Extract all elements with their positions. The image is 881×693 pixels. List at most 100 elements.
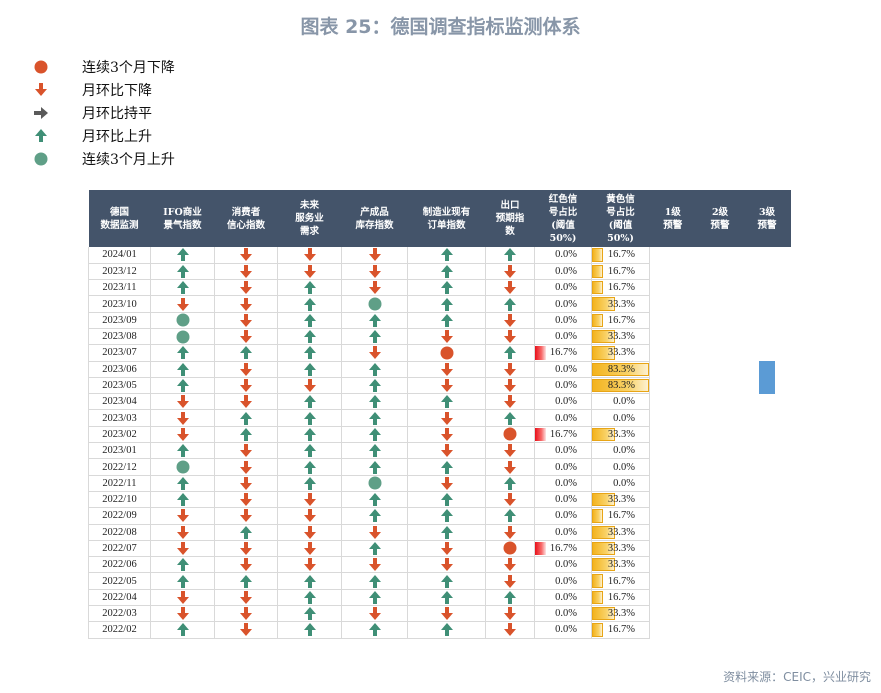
up-arrow-icon xyxy=(504,590,516,604)
signal-cell xyxy=(214,279,278,297)
warning-cell xyxy=(650,491,697,507)
signal-cell xyxy=(150,344,215,362)
signal-cell xyxy=(150,621,215,639)
warning-cell xyxy=(697,589,744,605)
warning-cell xyxy=(744,459,791,475)
down-arrow-icon xyxy=(303,248,316,262)
up-arrow-icon xyxy=(30,126,52,146)
signal-cell xyxy=(485,328,535,346)
down-arrow-icon xyxy=(176,297,189,311)
yellow-signal-share: 16.7% xyxy=(591,507,650,525)
down-arrow-icon xyxy=(176,395,189,409)
signal-cell xyxy=(407,458,486,476)
warning-cell xyxy=(650,459,697,475)
table-row: 2022/02 0.0% 16.7% xyxy=(88,621,791,639)
yellow-share-bar xyxy=(592,427,615,442)
up-arrow-icon xyxy=(176,623,189,637)
signal-cell xyxy=(341,263,408,281)
signal-cell xyxy=(407,426,486,444)
red-signal-share: 0.0% xyxy=(534,263,592,281)
down-arrow-icon xyxy=(440,411,453,425)
signal-cell xyxy=(150,393,215,411)
red-signal-share: 0.0% xyxy=(534,458,592,476)
red-signal-share: 0.0% xyxy=(534,328,592,346)
up-arrow-icon xyxy=(440,297,453,311)
share-value: 0.0% xyxy=(555,396,577,408)
signal-cell xyxy=(214,344,278,362)
yellow-share-bar xyxy=(592,607,615,621)
row-date: 2023/03 xyxy=(88,409,151,427)
table-row: 2022/07 16.7% 33.3% xyxy=(88,540,791,558)
red-signal-share: 0.0% xyxy=(534,556,592,574)
share-value: 0.0% xyxy=(613,461,635,473)
row-date: 2022/06 xyxy=(88,556,151,574)
signal-cell xyxy=(407,507,486,525)
legend-item: 月环比下降 xyxy=(30,78,175,101)
signal-cell xyxy=(214,605,278,623)
signal-cell xyxy=(407,328,486,346)
down-arrow-icon xyxy=(176,590,189,604)
column-header: 德国 数据监测 xyxy=(88,190,151,247)
table-row: 2024/01 0.0% 16.7% xyxy=(88,247,791,264)
up-arrow-icon xyxy=(176,346,189,360)
signal-cell xyxy=(214,393,278,411)
up-arrow-icon xyxy=(303,607,316,621)
yellow-signal-share: 0.0% xyxy=(591,442,650,460)
down-arrow-icon xyxy=(368,607,381,621)
yellow-signal-share: 33.3% xyxy=(591,540,650,558)
signal-cell xyxy=(341,507,408,525)
share-value: 33.3% xyxy=(607,494,635,506)
yellow-share-bar xyxy=(592,378,649,393)
warning-cell xyxy=(744,263,791,279)
warning-cell xyxy=(744,443,791,459)
signal-cell xyxy=(341,393,408,411)
row-date: 2022/11 xyxy=(88,475,151,492)
down-arrow-icon xyxy=(240,444,252,458)
share-value: 33.3% xyxy=(607,526,635,538)
warning-cell xyxy=(744,280,791,296)
signal-cell xyxy=(150,507,215,525)
yellow-share-bar xyxy=(592,525,615,539)
warning-cell xyxy=(697,328,744,344)
signal-cell xyxy=(407,589,486,607)
up-arrow-icon xyxy=(303,281,316,295)
signal-cell xyxy=(277,361,342,378)
yellow-signal-share: 0.0% xyxy=(591,409,650,427)
down-arrow-icon xyxy=(176,411,189,425)
up-arrow-icon xyxy=(240,427,252,441)
signal-cell xyxy=(341,491,408,509)
warning-cell xyxy=(650,606,697,622)
warning-cell xyxy=(697,524,744,540)
up-arrow-icon xyxy=(368,493,381,507)
red-signal-share: 0.0% xyxy=(534,312,592,329)
warning-cell xyxy=(697,622,744,638)
warning-cell xyxy=(650,247,697,263)
yellow-signal-share: 33.3% xyxy=(591,524,650,541)
down-arrow-icon xyxy=(240,558,252,572)
signal-cell xyxy=(485,393,535,411)
yellow-signal-share: 16.7% xyxy=(591,589,650,607)
warning-cell xyxy=(650,410,697,426)
signal-cell xyxy=(214,247,278,264)
down-arrow-icon xyxy=(240,264,252,278)
signal-cell xyxy=(341,247,408,264)
column-header: 黄色信 号占比 (阈值 50%) xyxy=(591,190,650,247)
yellow-share-bar xyxy=(592,362,649,376)
share-value: 33.3% xyxy=(607,542,635,554)
up-arrow-icon xyxy=(176,493,189,507)
row-date: 2022/05 xyxy=(88,572,151,590)
signal-cell xyxy=(485,279,535,297)
up-arrow-icon xyxy=(504,476,516,490)
signal-cell xyxy=(485,295,535,313)
up-arrow-icon xyxy=(440,509,453,523)
up-arrow-icon xyxy=(303,297,316,311)
down-arrow-icon xyxy=(303,541,316,555)
up-arrow-icon xyxy=(176,558,189,572)
signal-cell xyxy=(150,328,215,346)
signal-cell xyxy=(150,279,215,297)
signal-cell xyxy=(214,361,278,378)
warning-cell xyxy=(650,345,697,361)
down-arrow-icon xyxy=(240,313,252,327)
signal-cell xyxy=(485,442,535,460)
share-value: 0.0% xyxy=(555,477,577,489)
